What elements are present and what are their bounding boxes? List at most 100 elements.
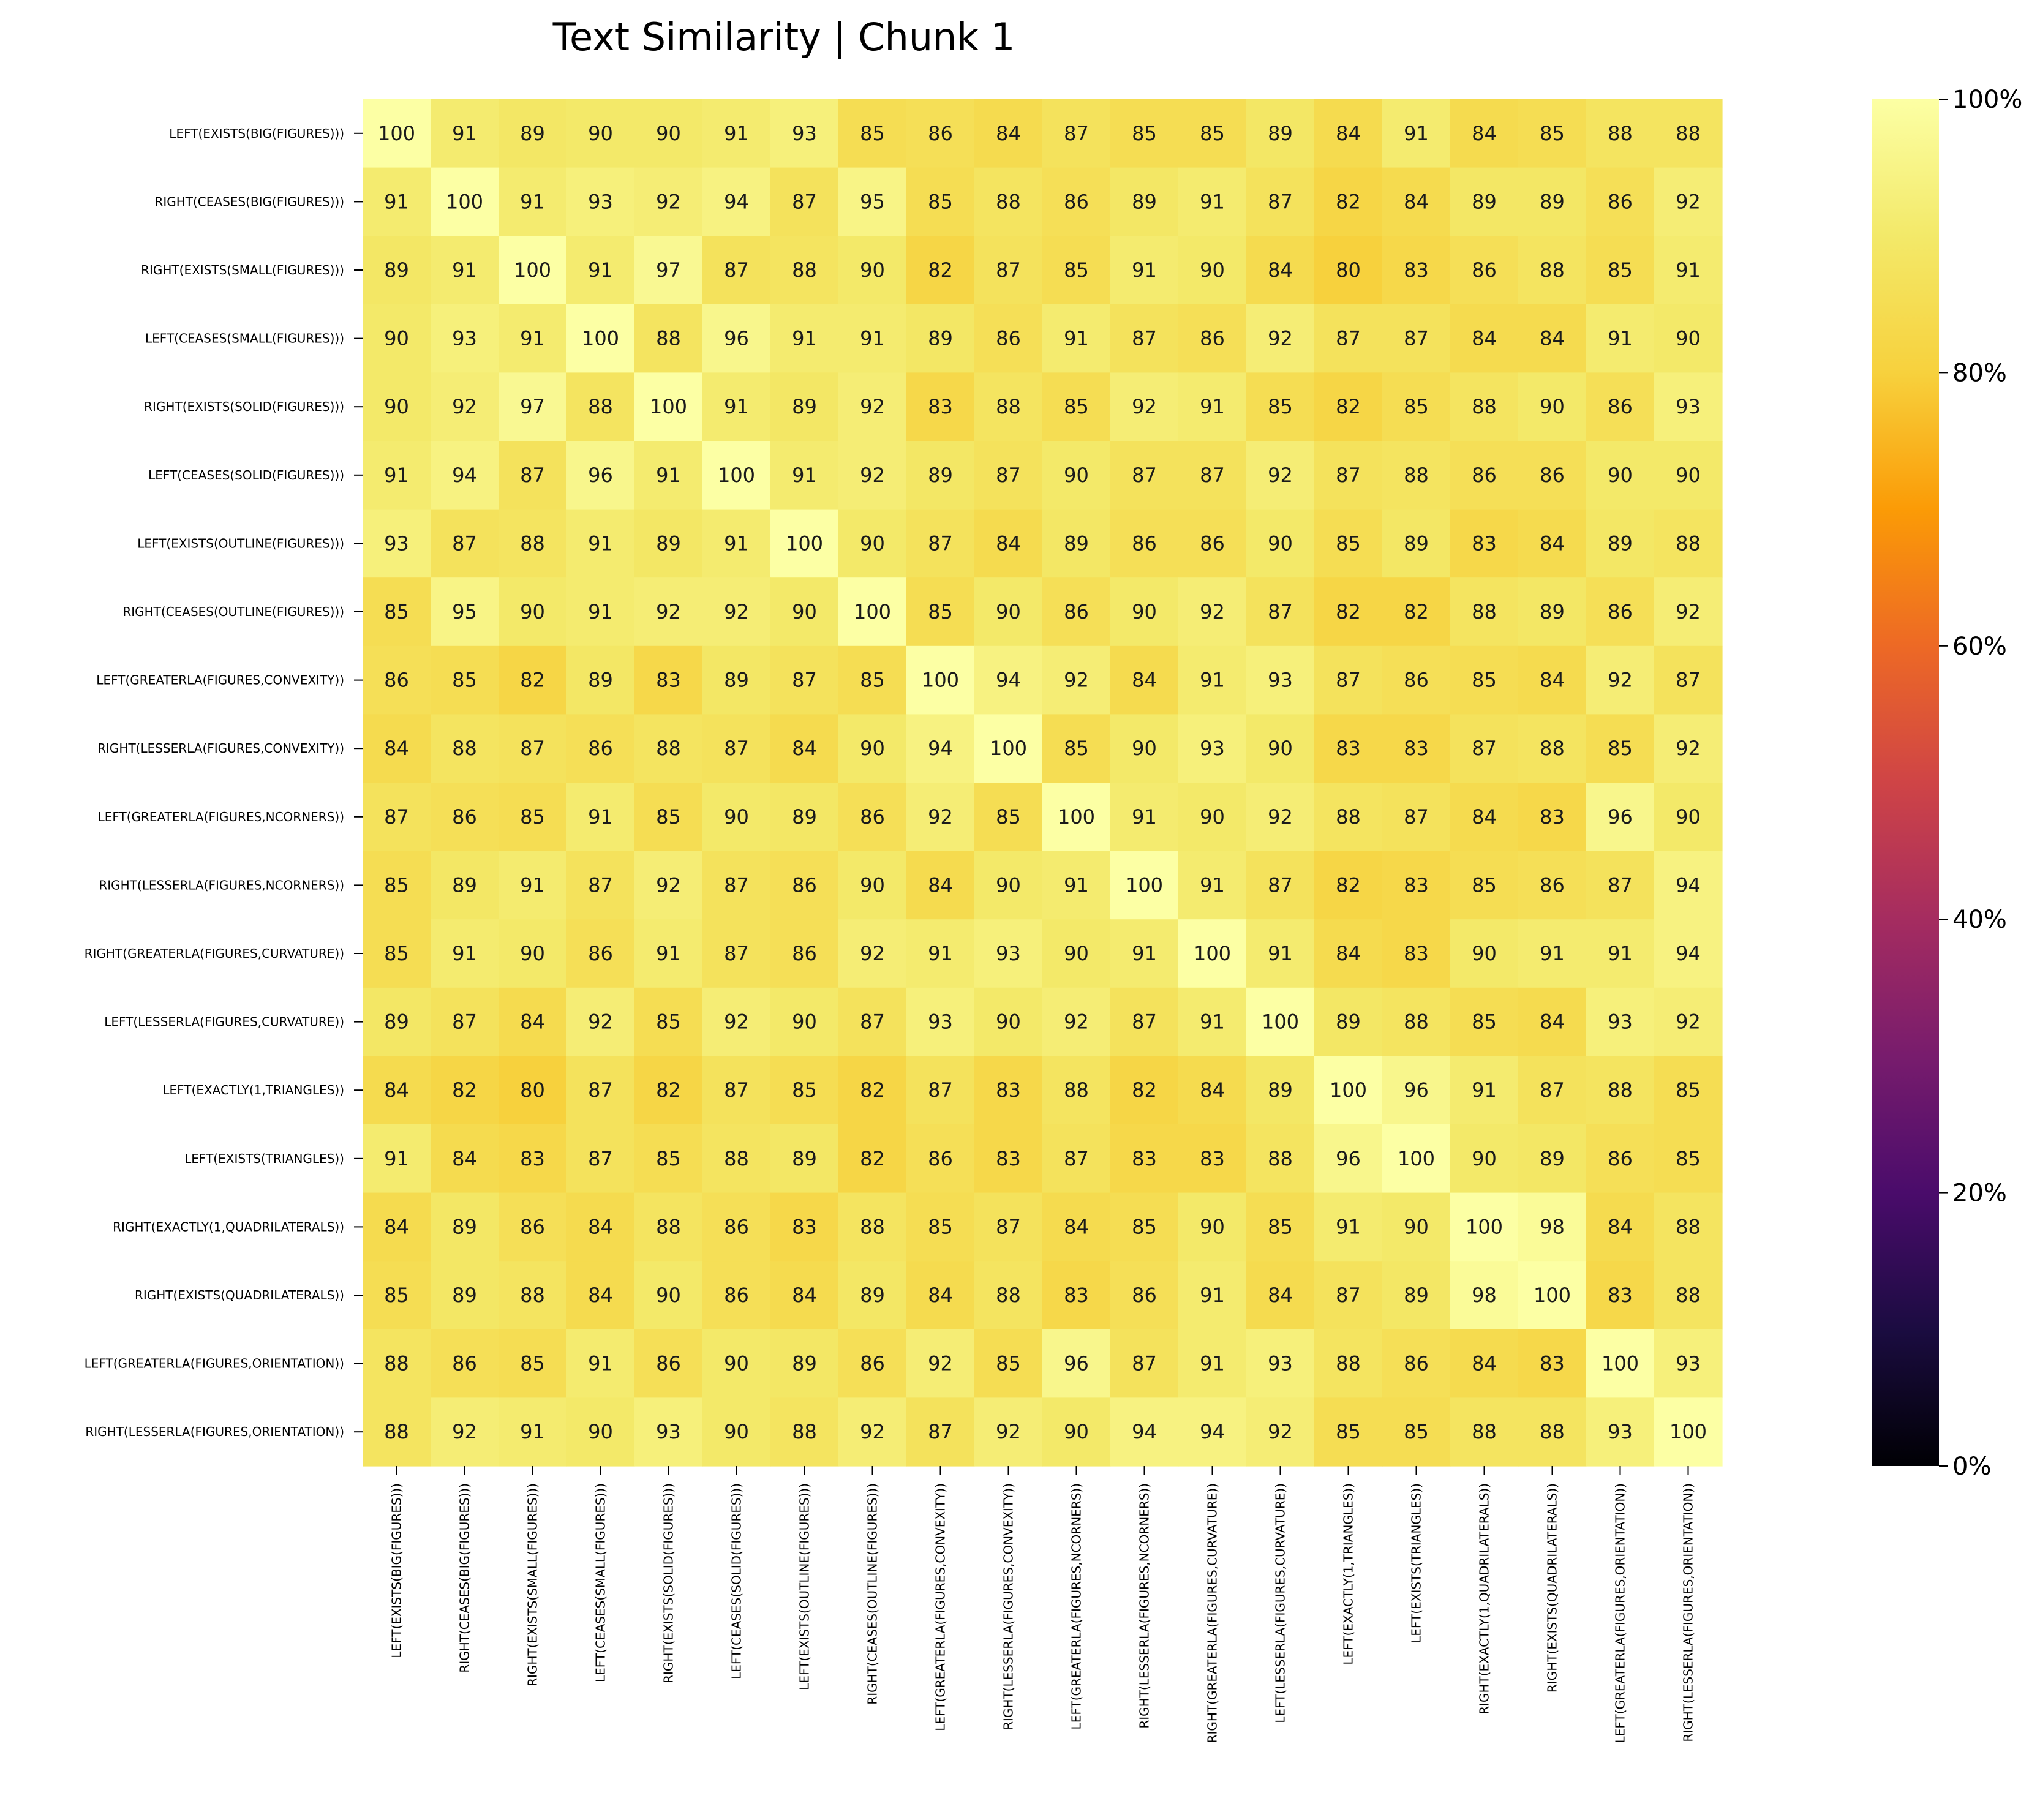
heatmap-cell: [1110, 851, 1179, 920]
heatmap-cells: 100 91 89 90 90 91 93 85 86 84 87 85 85 89 84 91 84 85 88 8…: [363, 99, 1723, 1467]
heatmap-cell: [770, 714, 839, 783]
cell-value-label: 88: [1540, 258, 1565, 282]
heatmap-cell: [1654, 1192, 1723, 1262]
heatmap-cell: [1518, 99, 1587, 168]
heatmap-cell: [770, 1329, 839, 1398]
heatmap-cell: [431, 99, 499, 168]
heatmap-cell: [431, 236, 499, 305]
heatmap-cell: [1586, 441, 1655, 510]
heatmap-cell: [363, 987, 431, 1056]
heatmap-cell: [1654, 783, 1723, 852]
heatmap-cell: [566, 851, 635, 920]
heatmap-cell: [634, 1124, 703, 1194]
cell-value-label: 92: [1676, 737, 1701, 760]
cell-value-label: 88: [1676, 122, 1701, 145]
heatmap-cell: [1450, 1261, 1519, 1330]
y-tick-label: RIGHT(LESSERLA(FIGURES,CONVEXITY)): [97, 741, 344, 756]
cell-value-label: 88: [1472, 1420, 1497, 1443]
heatmap-cell: [906, 1056, 975, 1125]
heatmap-cell: [431, 1192, 499, 1262]
heatmap-cell: [363, 1329, 431, 1398]
cell-value-label: 96: [1404, 1078, 1429, 1102]
cell-value-label: 89: [860, 1284, 885, 1307]
cell-value-label: 85: [384, 600, 409, 623]
y-axis-tick-labels: LEFT(EXISTS(BIG(FIGURES))) RIGHT(CEASES(B…: [85, 126, 363, 1439]
heatmap-cell: [1110, 304, 1179, 373]
heatmap-cell: [566, 1056, 635, 1125]
heatmap-cell: [702, 1329, 771, 1398]
cell-value-label: 84: [1472, 1352, 1497, 1375]
heatmap-cell: [499, 1124, 567, 1194]
cell-value-label: 84: [588, 1215, 613, 1238]
cell-value-label: 90: [520, 600, 545, 623]
cell-value-label: 100: [1602, 1352, 1639, 1375]
cell-value-label: 85: [1064, 395, 1089, 418]
cell-value-label: 96: [1064, 1352, 1089, 1375]
cell-value-label: 90: [588, 1420, 613, 1443]
heatmap-cell: [634, 783, 703, 852]
x-tick-label: RIGHT(EXISTS(QUADRILATERALS)): [1545, 1483, 1560, 1693]
heatmap-cell: [1246, 99, 1315, 168]
cell-value-label: 100: [1330, 1078, 1367, 1102]
cell-value-label: 88: [1540, 737, 1565, 760]
cell-value-label: 97: [520, 395, 545, 418]
colorbar-ticks: 0% 20% 40% 60% 80% 100%: [1939, 86, 2022, 1481]
heatmap-cell: [1654, 167, 1723, 236]
cell-value-label: 86: [1608, 600, 1633, 623]
heatmap-cell: [974, 1192, 1043, 1262]
cell-value-label: 85: [1268, 395, 1293, 418]
cell-value-label: 82: [1404, 600, 1429, 623]
cell-value-label: 88: [792, 1420, 817, 1443]
heatmap-cell: [1246, 1329, 1315, 1398]
heatmap-cell: [770, 783, 839, 852]
cell-value-label: 88: [588, 395, 613, 418]
cell-value-label: 88: [1472, 395, 1497, 418]
heatmap-cell: [838, 919, 907, 988]
cell-value-label: 96: [1336, 1147, 1361, 1170]
cell-value-label: 92: [588, 1010, 613, 1034]
cell-value-label: 87: [1132, 1010, 1157, 1034]
heatmap-cell: [702, 714, 771, 783]
heatmap-cell: [1314, 1056, 1383, 1125]
heatmap-cell: [702, 99, 771, 168]
cell-value-label: 86: [520, 1215, 545, 1238]
heatmap-cell: [634, 577, 703, 647]
heatmap-cell: [1654, 714, 1723, 783]
heatmap-cell: [1178, 1192, 1247, 1262]
cell-value-label: 82: [1336, 873, 1361, 897]
heatmap-cell: [1178, 441, 1247, 510]
heatmap-cell: [1586, 987, 1655, 1056]
cell-value-label: 94: [1676, 873, 1701, 897]
cell-value-label: 91: [452, 258, 477, 282]
heatmap-cell: [1314, 577, 1383, 647]
y-tick-label: RIGHT(LESSERLA(FIGURES,ORIENTATION)): [85, 1424, 344, 1439]
heatmap-cell: [702, 509, 771, 578]
cell-value-label: 92: [1268, 464, 1293, 487]
heatmap-cell: [838, 1124, 907, 1194]
cell-value-label: 91: [1132, 258, 1157, 282]
cell-value-label: 84: [1336, 942, 1361, 965]
heatmap-cell: [431, 441, 499, 510]
cell-value-label: 92: [1676, 190, 1701, 213]
cell-value-label: 100: [1466, 1215, 1503, 1238]
cell-value-label: 87: [588, 873, 613, 897]
cell-value-label: 92: [1268, 327, 1293, 350]
heatmap-cell: [838, 167, 907, 236]
cell-value-label: 84: [1472, 122, 1497, 145]
heatmap-cell: [770, 851, 839, 920]
cell-value-label: 87: [996, 1215, 1021, 1238]
cell-value-label: 88: [1676, 1215, 1701, 1238]
heatmap-cell: [634, 372, 703, 442]
heatmap-cell: [634, 99, 703, 168]
cell-value-label: 85: [996, 805, 1021, 829]
heatmap-cell: [1314, 1124, 1383, 1194]
cell-value-label: 95: [452, 600, 477, 623]
cell-value-label: 83: [1404, 942, 1429, 965]
heatmap-cell: [906, 167, 975, 236]
cell-value-label: 88: [1676, 532, 1701, 555]
cell-value-label: 84: [996, 122, 1021, 145]
cell-value-label: 91: [452, 122, 477, 145]
heatmap-cell: [566, 1124, 635, 1194]
cell-value-label: 86: [1404, 1352, 1429, 1375]
cell-value-label: 93: [1608, 1420, 1633, 1443]
